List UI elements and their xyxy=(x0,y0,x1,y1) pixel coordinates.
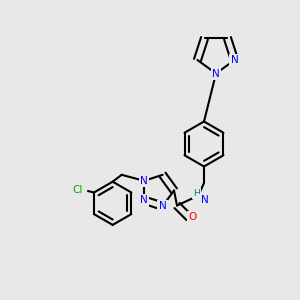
Text: N: N xyxy=(212,68,220,79)
Text: N: N xyxy=(140,176,148,186)
Text: H: H xyxy=(193,189,200,198)
Text: Cl: Cl xyxy=(72,184,82,194)
Text: O: O xyxy=(188,212,197,223)
Text: N: N xyxy=(140,195,148,205)
Text: N: N xyxy=(201,195,208,206)
Text: N: N xyxy=(159,201,167,211)
Text: N: N xyxy=(231,55,239,65)
